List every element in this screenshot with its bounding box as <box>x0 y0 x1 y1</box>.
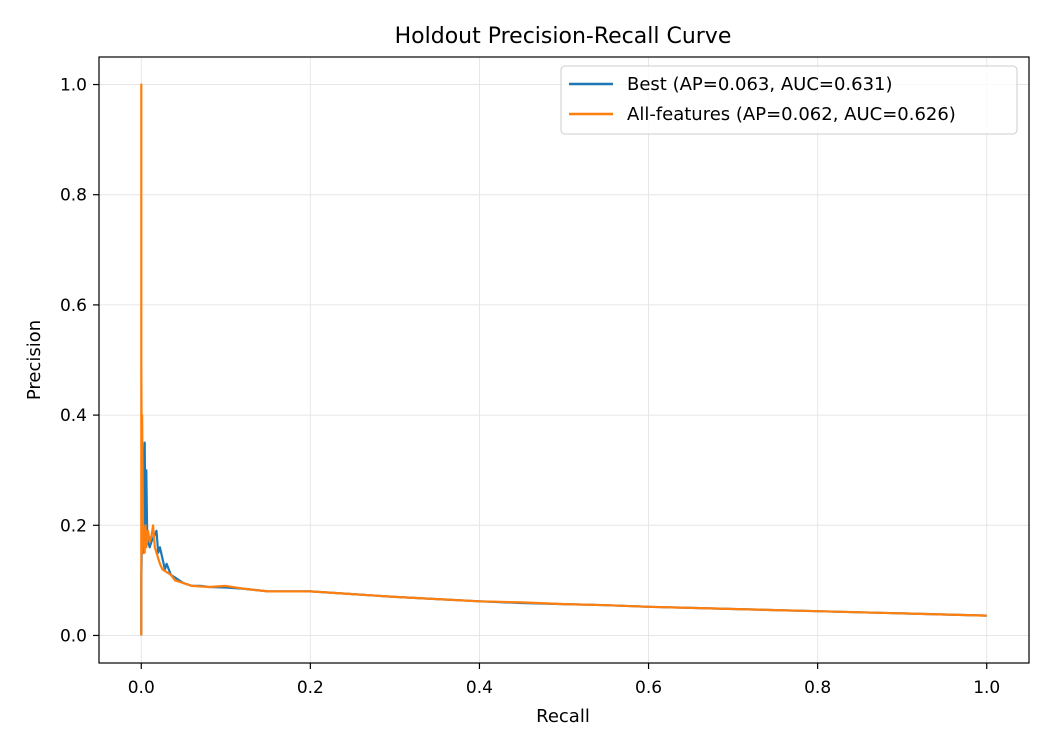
legend-label-best: Best (AP=0.063, AUC=0.631) <box>627 74 893 95</box>
legend-label-all-features: All-features (AP=0.062, AUC=0.626) <box>627 104 956 125</box>
legend: Best (AP=0.063, AUC=0.631) All-features … <box>560 65 1018 135</box>
y-tick-label: 0.2 <box>60 516 87 536</box>
series-line-1 <box>140 83 987 636</box>
grid-lines <box>99 57 1029 663</box>
y-tick-label: 0.4 <box>60 406 87 426</box>
chart-title: Holdout Precision-Recall Curve <box>395 24 732 49</box>
x-tick-label: 0.4 <box>466 678 493 698</box>
y-axis-label: Precision <box>24 320 45 400</box>
y-tick-label: 0.8 <box>60 186 87 206</box>
plot-frame <box>98 56 1030 664</box>
y-tick-label: 1.0 <box>60 76 87 96</box>
y-axis-ticks: 0.0 0.2 0.4 0.6 0.8 1.0 <box>60 76 99 646</box>
x-tick-label: 0.6 <box>635 678 662 698</box>
legend-box <box>560 65 1018 135</box>
x-tick-label: 0.8 <box>804 678 831 698</box>
y-tick-label: 0.6 <box>60 296 87 316</box>
x-axis-label: Recall <box>536 706 590 727</box>
x-tick-label: 0.2 <box>297 678 324 698</box>
series-line-0 <box>140 441 987 636</box>
x-tick-label: 0.0 <box>128 678 155 698</box>
x-axis-ticks: 0.0 0.2 0.4 0.6 0.8 1.0 <box>128 663 1000 698</box>
plot-lines <box>140 83 987 636</box>
x-tick-label: 1.0 <box>973 678 1000 698</box>
y-tick-label: 0.0 <box>60 626 87 646</box>
